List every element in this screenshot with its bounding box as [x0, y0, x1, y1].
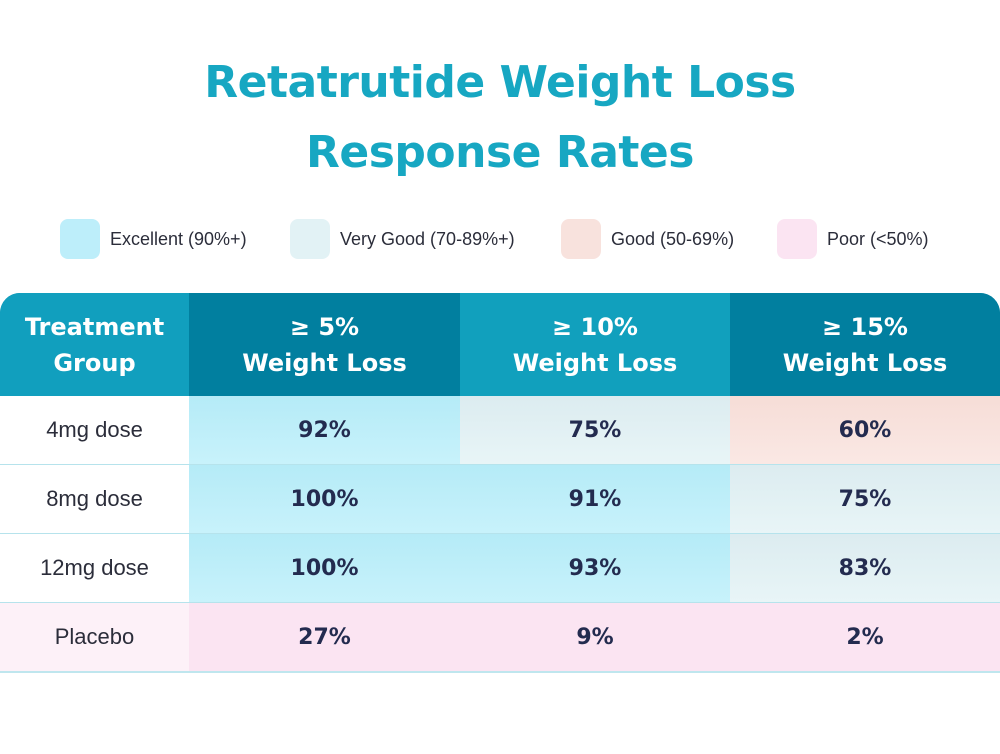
value-cell: 60%	[730, 396, 1000, 464]
value-cell: 91%	[460, 465, 730, 533]
header-5-percent: ≥ 5% Weight Loss	[189, 293, 460, 396]
value-label: 9%	[576, 624, 614, 650]
value-label: 27%	[298, 624, 351, 650]
legend-item-excellent: Excellent (90%+)	[60, 218, 247, 260]
title-line-1: Retatrutide Weight Loss	[204, 57, 796, 108]
value-cell: 75%	[460, 396, 730, 464]
header-cell-line: ≥ 5%	[289, 312, 360, 341]
header-cell-line: ≥ 10%	[552, 312, 638, 341]
legend-label-poor: Poor (<50%)	[827, 228, 929, 249]
legend-swatch-poor	[777, 219, 817, 259]
value-label: 91%	[568, 486, 622, 512]
header-cell-line: Group	[53, 348, 136, 377]
table-body: 4mg dose 92% 75% 60% 8mg dose 100% 91% 75% 12mg …	[0, 396, 1000, 673]
legend-swatch-good	[561, 219, 601, 259]
header-cell-line: Weight Loss	[242, 348, 407, 377]
value-label: 75%	[838, 486, 892, 512]
row-label: 12mg dose	[40, 555, 149, 580]
legend-label-very-good: Very Good (70-89%+)	[340, 228, 515, 249]
title-line-2: Response Rates	[306, 127, 694, 178]
value-label: 83%	[838, 555, 892, 581]
value-cell: 100%	[189, 534, 460, 602]
legend: Excellent (90%+) Very Good (70-89%+) Goo…	[0, 218, 1000, 260]
value-label: 75%	[568, 417, 622, 443]
legend-label-excellent: Excellent (90%+)	[110, 228, 247, 249]
value-label: 100%	[290, 555, 359, 581]
table-row: 12mg dose 100% 93% 83%	[0, 534, 1000, 603]
table-row: Placebo 27% 9% 2%	[0, 603, 1000, 673]
header-treatment-group: Treatment Group	[0, 293, 189, 396]
value-label: 93%	[568, 555, 622, 581]
value-cell: 9%	[460, 603, 730, 671]
legend-item-very-good: Very Good (70-89%+)	[290, 218, 515, 260]
response-rate-table: Treatment Group ≥ 5% Weight Loss ≥ 10% W…	[0, 293, 1000, 673]
value-label: 100%	[290, 486, 359, 512]
header-cell-line: Weight Loss	[512, 348, 678, 377]
value-cell: 92%	[189, 396, 460, 464]
value-cell: 27%	[189, 603, 460, 671]
legend-label-good: Good (50-69%)	[611, 228, 735, 249]
legend-swatch-very-good	[290, 219, 330, 259]
table-header-row: Treatment Group ≥ 5% Weight Loss ≥ 10% W…	[0, 293, 1000, 396]
value-label: 60%	[838, 417, 892, 443]
row-label: 8mg dose	[46, 486, 143, 511]
legend-item-poor: Poor (<50%)	[777, 218, 929, 260]
legend-swatch-excellent	[60, 219, 100, 259]
row-label: 4mg dose	[46, 417, 143, 442]
table-row: 4mg dose 92% 75% 60%	[0, 396, 1000, 465]
value-cell: 75%	[730, 465, 1000, 533]
value-cell: 83%	[730, 534, 1000, 602]
value-cell: 100%	[189, 465, 460, 533]
row-label: Placebo	[54, 624, 135, 649]
table-row: 8mg dose 100% 91% 75%	[0, 465, 1000, 534]
header-cell-line: Weight Loss	[782, 348, 948, 377]
header-cell-line: Treatment	[24, 312, 165, 341]
value-cell: 2%	[730, 603, 1000, 671]
chart-title: Retatrutide Weight Loss Response Rates	[0, 48, 1000, 188]
legend-item-good: Good (50-69%)	[561, 218, 734, 260]
header-10-percent: ≥ 10% Weight Loss	[460, 293, 730, 396]
value-cell: 93%	[460, 534, 730, 602]
value-label: 92%	[298, 417, 351, 443]
header-15-percent: ≥ 15% Weight Loss	[730, 293, 1000, 396]
header-cell-line: ≥ 15%	[822, 312, 908, 341]
value-label: 2%	[846, 624, 884, 650]
